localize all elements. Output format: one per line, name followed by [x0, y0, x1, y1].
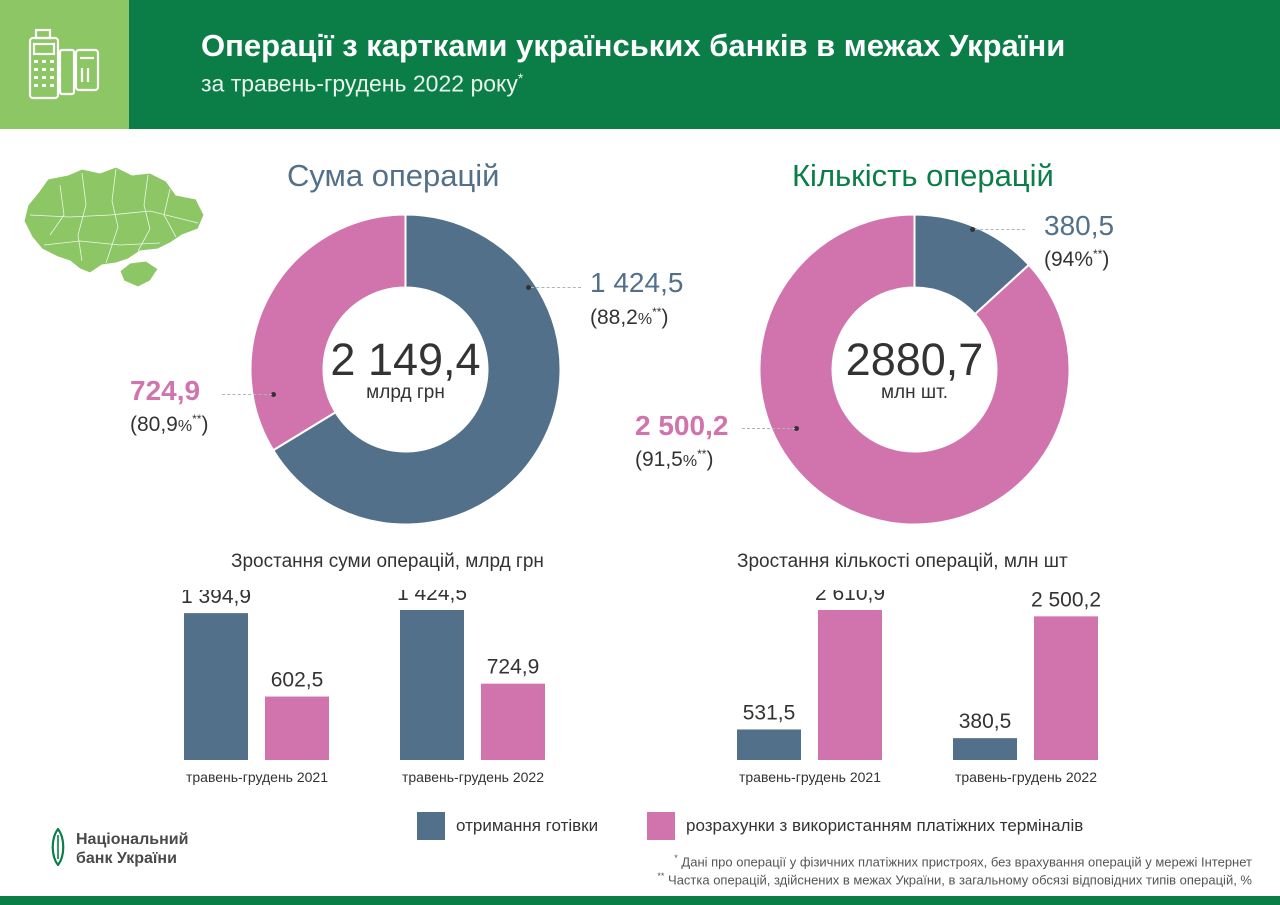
sum-bar-terminal-2022 [481, 683, 545, 760]
sum-total-unit: млрд грн [366, 382, 445, 403]
count-terminal-leader-dot [794, 426, 799, 431]
sum-cash-share-value: (88,2 [590, 306, 638, 329]
count-bar-label-terminal-2022: 2 500,2 [1031, 590, 1101, 611]
sum-terminal-leader-line [222, 394, 272, 395]
sum-cash-value: 1 424,5 [590, 267, 684, 298]
sum-terminal-value: 724,9 [130, 375, 201, 406]
legend-cash-label: отримання готівки [456, 816, 599, 835]
nbu-name-line2: банк України [76, 850, 177, 867]
sum-cash-share-close: ) [661, 306, 669, 329]
subtitle-text: за травень-грудень 2022 року [201, 70, 518, 97]
legend-terminal-label: розрахунки з використанням платіжних тер… [686, 816, 1084, 835]
sum-donut-chart [250, 214, 561, 525]
count-bar-label-cash-2021: 531,5 [743, 701, 796, 724]
count-terminal-share: (91,5%**) [635, 447, 713, 472]
footnote-2-text: Частка операцій, здійснених в межах Укра… [668, 872, 1252, 888]
count-cash-value: 380,5 [1044, 210, 1115, 241]
nbu-name-line1: Національний [76, 831, 189, 848]
page-subtitle: за травень-грудень 2022 року* [201, 70, 523, 98]
count-terminal-share-close: ) [706, 448, 714, 471]
header-icon-box [0, 0, 129, 129]
sum-terminal-leader-dot [271, 392, 276, 397]
sum-bar-cash-2021 [184, 613, 248, 760]
footnote-1-mark: * [674, 853, 678, 863]
count-category-label-2021: травень-грудень 2021 [739, 769, 881, 785]
legend-cash-swatch [417, 812, 445, 840]
sum-cash-leader-dot [526, 285, 531, 290]
count-cash-share-close: ) [1102, 248, 1110, 271]
count-category-label-2022: травень-грудень 2022 [955, 769, 1097, 785]
sum-bar-chart: 1 394,9 602,5 травень-грудень 2021 1 424,5 7… [181, 590, 545, 785]
sum-cash-share-pct: % [637, 311, 653, 328]
pos-terminal-and-card-icon [28, 28, 100, 100]
count-terminal-leader-line [742, 428, 795, 429]
sum-total-value: 2 149,4 [330, 334, 481, 385]
nbu-logo-icon [51, 828, 65, 866]
count-bar-terminal-2021 [818, 610, 882, 760]
count-bar-cash-2022 [953, 738, 1017, 760]
count-bar-cash-2021 [737, 729, 801, 760]
ukraine-map-icon [23, 166, 205, 288]
count-terminal-slice [759, 214, 1070, 525]
count-total-value: 2880,7 [845, 334, 984, 385]
sum-terminal-share: (80,9%**) [130, 412, 208, 437]
count-cash-share-value: (94% [1044, 248, 1094, 271]
bottom-strip [0, 896, 1280, 905]
footnote-1-text: Дані про операції у фізичних платіжних п… [681, 854, 1252, 870]
sum-category-label-2022: травень-грудень 2022 [402, 769, 544, 785]
count-terminal-share-value: (91,5 [635, 448, 683, 471]
sum-bar-label-cash-2022: 1 424,5 [397, 590, 467, 605]
sum-bar-chart-title: Зростання суми операцій, млрд грн [231, 551, 544, 572]
count-bar-label-terminal-2021: 2 610,9 [815, 590, 885, 605]
count-cash-share-mark: ** [1093, 247, 1103, 261]
count-terminal-share-pct: % [682, 453, 698, 470]
footnote-2: ** Частка операцій, здійснених в межах У… [657, 871, 1252, 887]
footnote-2-mark: ** [657, 871, 665, 881]
count-section-title: Кількість операцій [792, 158, 1054, 193]
count-bar-terminal-2022 [1034, 616, 1098, 760]
sum-bar-label-terminal-2021: 602,5 [271, 669, 324, 692]
sum-cash-share-mark: ** [652, 305, 662, 319]
count-cash-share: (94%**) [1044, 247, 1109, 272]
nbu-name: Національний банк України [76, 830, 188, 868]
page-title: Операції з картками українських банків в… [201, 28, 1066, 63]
sum-terminal-share-pct: % [177, 418, 193, 435]
header-bar: Операції з картками українських банків в… [0, 0, 1280, 129]
count-donut-chart [759, 214, 1070, 525]
sum-terminal-share-close: ) [201, 413, 209, 436]
count-bar-chart: 531,5 2 610,9 травень-грудень 2021 380,5 2 5… [737, 590, 1101, 785]
sum-terminal-share-mark: ** [192, 412, 202, 426]
count-bar-chart-title: Зростання кількості операцій, млн шт [737, 551, 1068, 572]
legend-terminal-swatch [647, 812, 675, 840]
sum-bar-cash-2022 [400, 610, 464, 760]
count-total-unit: млн шт. [880, 382, 949, 403]
count-cash-leader-dot [970, 227, 975, 232]
sum-category-label-2021: травень-грудень 2021 [186, 769, 328, 785]
sum-terminal-slice [250, 214, 407, 452]
sum-terminal-share-value: (80,9 [130, 413, 178, 436]
count-terminal-value: 2 500,2 [635, 410, 729, 441]
count-cash-leader-line [975, 229, 1025, 230]
count-terminal-share-mark: ** [697, 447, 707, 461]
sum-bar-terminal-2021 [265, 696, 329, 760]
subtitle-footnote-mark: * [517, 70, 524, 86]
sum-bar-label-terminal-2022: 724,9 [487, 656, 540, 679]
sum-cash-share: (88,2%**) [590, 305, 668, 330]
footnote-1: * Дані про операції у фізичних платіжних… [674, 853, 1252, 869]
sum-cash-slice [271, 214, 561, 525]
sum-bar-label-cash-2021: 1 394,9 [181, 590, 251, 608]
sum-cash-leader-line [531, 287, 581, 288]
count-bar-label-cash-2022: 380,5 [959, 710, 1012, 733]
sum-section-title: Сума операцій [287, 158, 500, 193]
